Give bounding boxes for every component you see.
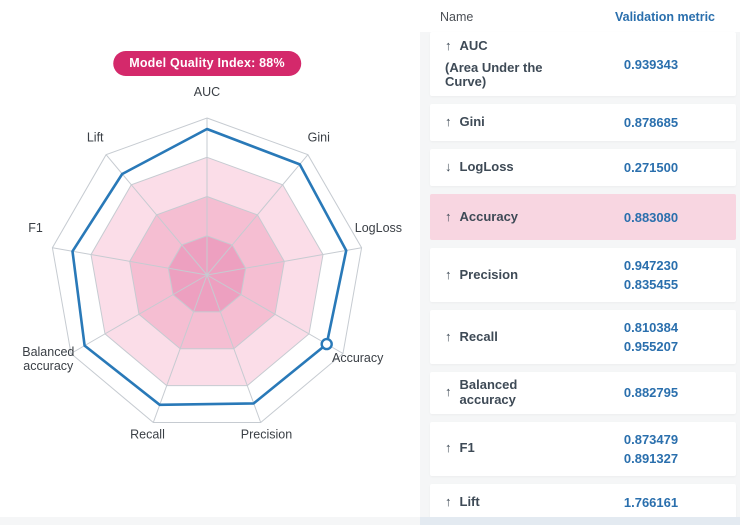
metric-name: LogLoss	[459, 159, 514, 175]
direction-arrow-icon: ↓	[445, 159, 452, 175]
table-header: Name Validation metric	[420, 0, 740, 32]
metric-row-f1[interactable]: ↑ F1 0.873479 0.891327	[430, 421, 736, 476]
metric-values: 0.271500	[576, 161, 726, 174]
axis-label-gini: Gini	[308, 131, 330, 145]
radar-axis-spoke	[206, 274, 262, 423]
metric-row-balanced-accuracy[interactable]: ↑ Balanced accuracy 0.882795	[430, 372, 736, 414]
metric-value: 0.891327	[623, 450, 679, 466]
radar-axis-spoke	[206, 247, 362, 276]
radar-marker-accuracy	[320, 337, 333, 351]
metric-name: Accuracy	[459, 208, 519, 224]
metric-values: 0.810384 0.955207	[576, 321, 726, 353]
metric-name: F1	[459, 440, 475, 456]
direction-arrow-icon: ↑	[445, 328, 452, 344]
metric-name: Gini	[459, 114, 485, 130]
metric-value: 0.878685	[623, 115, 679, 130]
metric-name: Precision	[459, 266, 519, 282]
direction-arrow-icon: ↑	[445, 114, 452, 130]
metric-row-gini[interactable]: ↑ Gini 0.878685	[430, 104, 736, 141]
metrics-table-panel: Name Validation metric ↑ AUC (Area Under…	[420, 0, 740, 521]
axis-label-f1: F1	[28, 221, 43, 235]
axis-label-lift: Lift	[87, 131, 104, 145]
metric-name-cell: ↑ AUC (Area Under the Curve)	[430, 33, 576, 96]
metric-values: 1.766161	[576, 496, 726, 509]
metric-value: 0.873479	[623, 431, 679, 447]
axis-label-logloss: LogLoss	[355, 221, 402, 235]
model-quality-index-badge: Model Quality Index: 88%	[113, 51, 301, 76]
axis-label-recall: Recall	[130, 428, 165, 442]
radar-series-line	[71, 127, 348, 407]
metric-name-cell: ↑ Lift	[430, 489, 576, 516]
radar-axis-spoke	[70, 274, 208, 354]
metric-values: 0.939343	[576, 58, 726, 71]
metric-values: 0.882795	[576, 386, 726, 399]
bottom-scroll-strip	[0, 517, 740, 525]
metric-row-accuracy[interactable]: ↑ Accuracy 0.883080	[430, 194, 736, 240]
axis-label-accuracy: Accuracy	[332, 351, 384, 365]
direction-arrow-icon: ↑	[445, 493, 452, 509]
metric-row-recall[interactable]: ↑ Recall 0.810384 0.955207	[430, 310, 736, 364]
metric-name: Recall	[459, 328, 498, 344]
metric-value: 0.939343	[623, 56, 679, 72]
metric-subtitle: (Area Under the Curve)	[445, 59, 543, 89]
axis-label-precision: Precision	[241, 428, 292, 442]
metric-values: 0.947230 0.835455	[576, 259, 726, 291]
metric-row-lift[interactable]: ↑ Lift 1.766161	[430, 483, 736, 521]
direction-arrow-icon: ↑	[445, 266, 452, 282]
column-header-validation-metric[interactable]: Validation metric	[614, 10, 715, 24]
radar-chart[interactable]: AUC Gini LogLoss Accuracy Precision Recall Bal…	[0, 80, 420, 510]
direction-arrow-icon: ↑	[445, 384, 452, 400]
direction-arrow-icon: ↑	[445, 208, 452, 224]
metric-name-cell: ↑ F1	[430, 435, 576, 462]
metric-name-cell: ↑ Precision	[430, 262, 576, 289]
metric-value: 0.810384	[623, 320, 679, 335]
metric-value: 1.766161	[623, 494, 679, 510]
metrics-table-body: ↑ AUC (Area Under the Curve) 0.939343 ↑ …	[420, 32, 740, 521]
metric-row-auc[interactable]: ↑ AUC (Area Under the Curve) 0.939343	[430, 32, 736, 96]
metric-name: Balanced accuracy	[459, 377, 518, 407]
metric-name-cell: ↑ Recall	[430, 324, 576, 351]
metric-value: 0.955207	[623, 339, 679, 354]
direction-arrow-icon: ↑	[445, 440, 452, 456]
radar-axis-spoke	[152, 274, 208, 423]
metric-values: 0.878685	[576, 116, 726, 129]
metric-row-logloss[interactable]: ↓ LogLoss 0.271500	[430, 149, 736, 186]
metric-value: 0.947230	[623, 258, 679, 273]
radar-axis-spoke	[52, 247, 208, 276]
metric-name-cell: ↑ Balanced accuracy	[430, 372, 576, 414]
radar-axis-spoke	[206, 154, 309, 276]
metric-value: 0.882795	[623, 385, 679, 401]
axis-label-auc: AUC	[194, 85, 220, 99]
column-header-name: Name	[440, 10, 474, 24]
metric-name-cell: ↑ Gini	[430, 109, 576, 136]
metric-value: 0.835455	[623, 277, 679, 292]
axis-label-balanced-accuracy: Balanced accuracy	[22, 345, 74, 373]
metric-name-cell: ↓ LogLoss	[430, 154, 576, 181]
metric-value: 0.271500	[623, 160, 679, 175]
direction-arrow-icon: ↑	[445, 37, 452, 53]
radar-chart-panel: Model Quality Index: 88% AUC Gini LogLoss A…	[0, 51, 420, 510]
metric-name: Lift	[459, 493, 480, 509]
radar-axis-spoke	[206, 274, 344, 354]
metric-values: 0.873479 0.891327	[576, 433, 726, 465]
metric-name: AUC	[459, 37, 488, 53]
metric-values: 0.883080	[576, 211, 726, 224]
metric-value: 0.883080	[623, 209, 679, 225]
metric-row-precision[interactable]: ↑ Precision 0.947230 0.835455	[430, 248, 736, 302]
metric-name-cell: ↑ Accuracy	[430, 204, 576, 231]
